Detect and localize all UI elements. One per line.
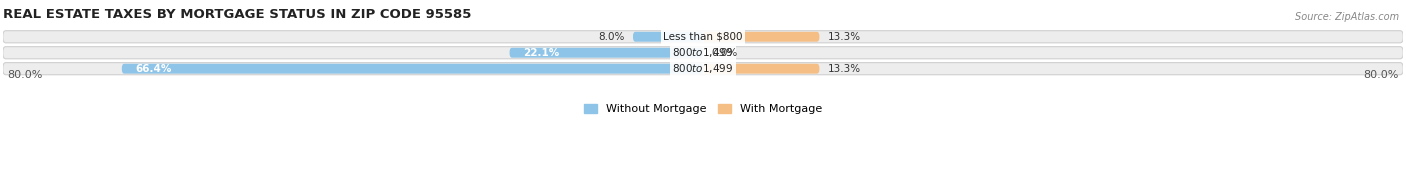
Text: REAL ESTATE TAXES BY MORTGAGE STATUS IN ZIP CODE 95585: REAL ESTATE TAXES BY MORTGAGE STATUS IN … <box>3 8 471 21</box>
FancyBboxPatch shape <box>122 64 703 74</box>
Text: 66.4%: 66.4% <box>135 64 172 74</box>
FancyBboxPatch shape <box>3 31 1403 43</box>
Text: 80.0%: 80.0% <box>1364 70 1399 80</box>
FancyBboxPatch shape <box>703 64 820 74</box>
Text: 0.0%: 0.0% <box>711 48 738 58</box>
FancyBboxPatch shape <box>3 63 1403 75</box>
FancyBboxPatch shape <box>633 32 703 42</box>
Text: $800 to $1,499: $800 to $1,499 <box>672 62 734 75</box>
Text: $800 to $1,499: $800 to $1,499 <box>672 46 734 59</box>
FancyBboxPatch shape <box>509 48 703 58</box>
Text: Source: ZipAtlas.com: Source: ZipAtlas.com <box>1295 12 1399 22</box>
Text: 80.0%: 80.0% <box>7 70 42 80</box>
Text: 22.1%: 22.1% <box>523 48 560 58</box>
Text: 13.3%: 13.3% <box>828 32 862 42</box>
FancyBboxPatch shape <box>3 47 1403 59</box>
Legend: Without Mortgage, With Mortgage: Without Mortgage, With Mortgage <box>579 99 827 119</box>
FancyBboxPatch shape <box>703 32 820 42</box>
Text: 8.0%: 8.0% <box>598 32 624 42</box>
Text: Less than $800: Less than $800 <box>664 32 742 42</box>
Text: 13.3%: 13.3% <box>828 64 862 74</box>
